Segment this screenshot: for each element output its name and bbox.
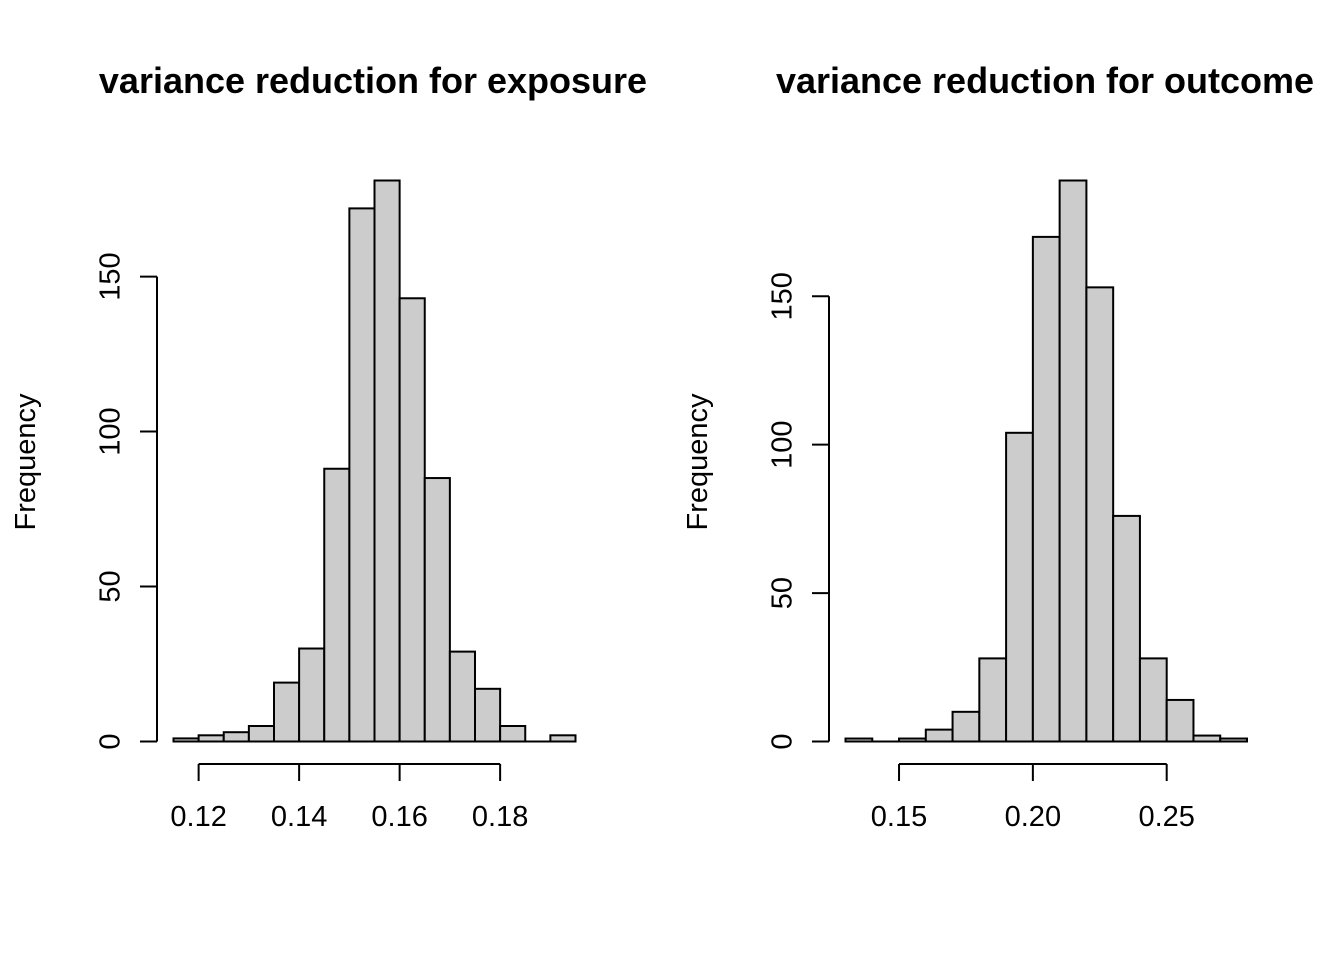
y-axis: 0 50 100 150 <box>95 252 158 750</box>
histogram-bar <box>951 710 981 743</box>
y-tick-label: 50 <box>95 570 127 602</box>
y-axis-label: Frequency <box>10 393 42 531</box>
y-tick-label: 0 <box>95 733 127 749</box>
histogram-bar <box>323 467 351 743</box>
x-axis: 0.15 0.20 0.25 <box>871 763 1195 833</box>
y-tick-label: 150 <box>767 272 799 320</box>
histogram-bar <box>499 725 527 743</box>
histogram-bar <box>549 734 577 743</box>
histogram-bar <box>373 179 401 743</box>
histogram-bar <box>1165 698 1195 743</box>
y-axis-label: Frequency <box>682 393 714 531</box>
histogram-bar <box>898 737 927 743</box>
histogram-bar <box>1085 286 1115 743</box>
histogram-bar <box>448 650 476 743</box>
histogram-bar <box>924 728 954 743</box>
histogram-bar <box>1138 657 1168 743</box>
y-tick-label: 0 <box>767 733 799 749</box>
histogram-bar <box>1112 514 1141 743</box>
x-axis: 0.12 0.14 0.16 0.18 <box>170 763 528 833</box>
x-tick-label: 0.14 <box>271 801 327 833</box>
y-tick-label: 100 <box>767 420 799 468</box>
y-tick-label: 100 <box>95 407 127 455</box>
histogram-bar <box>222 731 250 743</box>
histogram-bar <box>844 737 874 743</box>
histogram-exposure-panel: variance reduction for exposure Frequenc… <box>10 60 647 833</box>
x-tick-label: 0.15 <box>871 801 927 833</box>
x-tick-label: 0.12 <box>170 801 226 833</box>
histogram-bar <box>1192 734 1222 743</box>
y-tick-label: 150 <box>95 252 127 300</box>
histogram-bar <box>273 681 301 743</box>
histogram-outcome-panel: variance reduction for outcome Frequency… <box>682 60 1314 833</box>
chart-title: variance reduction for outcome <box>776 60 1314 101</box>
bars <box>172 179 577 743</box>
histogram-bar <box>423 477 451 743</box>
histogram-bar <box>474 687 502 743</box>
bars <box>844 179 1248 743</box>
y-axis: 0 50 100 150 <box>767 272 830 750</box>
histogram-bar <box>348 207 376 743</box>
histogram-bar <box>172 737 200 743</box>
histogram-bar <box>1058 179 1088 743</box>
histogram-bar <box>298 647 326 743</box>
histogram-bar <box>1219 737 1248 743</box>
histogram-bar <box>1031 235 1061 743</box>
histogram-bar <box>978 657 1008 743</box>
y-tick-label: 50 <box>767 577 799 609</box>
histogram-bar <box>398 297 426 743</box>
x-tick-label: 0.20 <box>1005 801 1061 833</box>
x-tick-label: 0.18 <box>472 801 528 833</box>
x-tick-label: 0.16 <box>371 801 427 833</box>
x-tick-label: 0.25 <box>1138 801 1194 833</box>
histogram-bar <box>197 734 225 743</box>
histogram-bar <box>247 725 275 743</box>
histogram-bar <box>1005 431 1034 743</box>
chart-title: variance reduction for exposure <box>99 60 647 101</box>
